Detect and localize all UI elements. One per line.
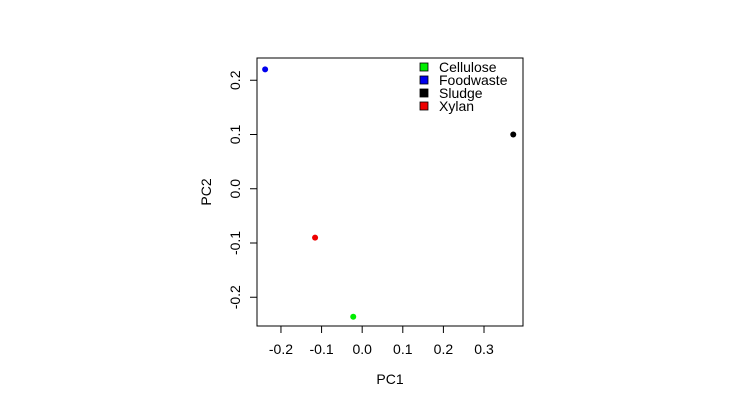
x-tick-label: 0.3	[474, 341, 494, 357]
legend-swatch	[419, 75, 429, 85]
x-tick-label: 0.2	[434, 341, 454, 357]
point	[262, 66, 269, 73]
legend-label: Foodwaste	[439, 72, 508, 88]
legend-swatch	[419, 101, 429, 111]
point	[312, 234, 319, 241]
y-axis-label: PC2	[198, 178, 214, 205]
y-tick-label: -0.1	[227, 231, 243, 255]
x-tick-label: 0.1	[393, 341, 413, 357]
legend-label: Cellulose	[439, 59, 497, 75]
x-tick-label: -0.2	[269, 341, 293, 357]
x-axis-label: PC1	[376, 371, 403, 387]
y-tick-label: -0.2	[227, 285, 243, 309]
legend-swatch	[419, 88, 429, 98]
x-tick-label: 0.0	[352, 341, 372, 357]
legend-label: Xylan	[439, 98, 474, 114]
y-tick-label: 0.2	[227, 70, 243, 90]
y-tick-label: 0.1	[227, 125, 243, 145]
legend-swatch	[419, 62, 429, 72]
point	[350, 313, 357, 320]
plot-box	[256, 57, 524, 327]
x-tick-label: -0.1	[310, 341, 334, 357]
legend-label: Sludge	[439, 85, 483, 101]
point	[510, 131, 517, 138]
y-tick-label: 0.0	[227, 179, 243, 199]
